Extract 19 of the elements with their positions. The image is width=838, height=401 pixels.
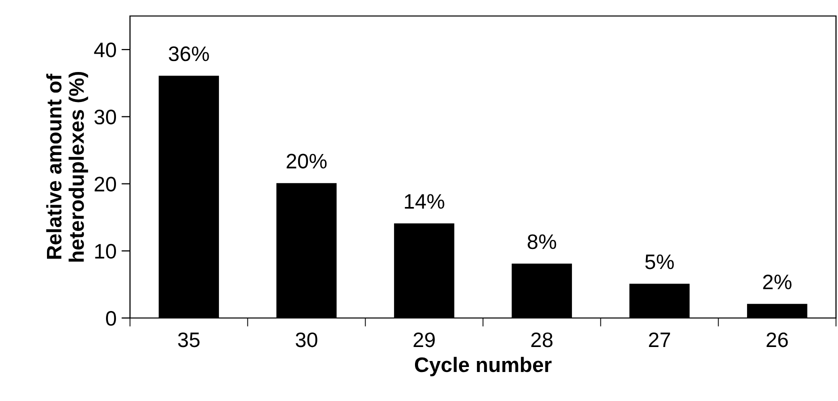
y-tick-label: 10 bbox=[95, 244, 116, 259]
data-label: 5% bbox=[645, 254, 674, 270]
y-tick-label: 20 bbox=[94, 176, 116, 192]
y-tick-label: 30 bbox=[94, 110, 116, 124]
x-axis-title: Cycle number bbox=[414, 356, 552, 376]
x-tick-label: 26 bbox=[766, 332, 788, 348]
data-label: 36% bbox=[168, 46, 209, 62]
x-tick-label: 29 bbox=[414, 332, 435, 348]
x-tick-label: 27 bbox=[648, 332, 670, 347]
x-tick-label: 35 bbox=[178, 332, 200, 348]
y-tick-label: 0 bbox=[106, 311, 116, 326]
x-tick-label: 28 bbox=[531, 332, 553, 348]
data-label: 8% bbox=[528, 234, 556, 250]
y-axis-title: Relative amount of heteroduplexes (%) bbox=[46, 72, 88, 262]
x-tick-label: 30 bbox=[296, 332, 318, 348]
data-label: 14% bbox=[404, 194, 444, 209]
data-label: 2% bbox=[763, 274, 792, 290]
y-tick-label: 40 bbox=[94, 42, 116, 58]
data-label: 20% bbox=[286, 154, 327, 169]
